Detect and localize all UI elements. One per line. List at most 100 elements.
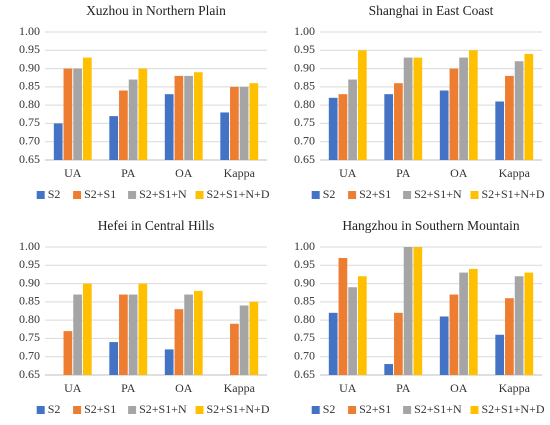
y-tick-label: 0.95	[19, 257, 40, 271]
legend-label: S2+S1	[84, 187, 116, 201]
bar	[138, 283, 148, 375]
legend-swatch	[36, 191, 45, 199]
y-tick-label: 0.75	[19, 330, 40, 344]
bar	[53, 123, 63, 160]
y-tick-label: 1.00	[19, 24, 40, 38]
legend-label: S2+S1+N	[139, 187, 187, 201]
y-tick-label: 0.65	[19, 152, 40, 166]
bar	[524, 53, 534, 160]
bar	[495, 101, 505, 160]
legend-swatch	[73, 406, 82, 414]
bar	[230, 323, 239, 375]
bar	[128, 79, 138, 160]
bar	[164, 94, 174, 160]
y-tick-label: 0.95	[294, 257, 315, 271]
legend-label: S2+S1+N	[414, 402, 462, 416]
legend-swatch	[128, 406, 137, 414]
x-tick-label: OA	[175, 166, 193, 180]
bar	[348, 79, 357, 160]
y-tick-label: 1.00	[294, 24, 315, 38]
bar	[138, 68, 148, 160]
bar	[338, 94, 348, 160]
legend-swatch	[311, 191, 320, 199]
bar	[505, 298, 514, 375]
y-tick-label: 0.80	[294, 97, 315, 111]
x-tick-label: UA	[339, 381, 357, 395]
x-tick-label: PA	[121, 381, 136, 395]
bar	[413, 57, 423, 160]
bar	[119, 90, 128, 160]
chart-title: Hangzhou in Southern Mountain	[342, 218, 520, 233]
bar	[328, 97, 338, 160]
y-tick-label: 0.90	[294, 60, 315, 74]
bar	[239, 86, 249, 160]
bar	[109, 116, 119, 160]
bar	[514, 276, 524, 375]
legend-swatch	[403, 191, 412, 199]
chart-title: Xuzhou in Northern Plain	[86, 3, 226, 18]
bar	[403, 247, 413, 375]
bar	[468, 50, 478, 160]
bar	[394, 312, 403, 375]
bar	[128, 294, 138, 375]
legend-swatch	[195, 191, 204, 199]
bar	[394, 83, 403, 160]
bar	[73, 68, 82, 160]
y-tick-label: 0.90	[19, 60, 40, 74]
y-tick-label: 0.90	[294, 275, 315, 289]
y-tick-label: 0.80	[19, 312, 40, 326]
legend-label: S2	[48, 187, 61, 201]
y-tick-label: 0.65	[294, 367, 315, 381]
y-tick-label: 0.65	[294, 152, 315, 166]
bar	[384, 94, 394, 160]
bar	[439, 90, 449, 160]
x-tick-label: Kappa	[499, 166, 531, 180]
bar	[249, 83, 259, 160]
legend-label: S2	[323, 187, 336, 201]
bar	[63, 68, 73, 160]
bar	[184, 75, 193, 160]
x-tick-label: OA	[175, 381, 193, 395]
bar	[193, 72, 203, 160]
legend-label: S2+S1+N+D	[482, 402, 545, 416]
legend-label: S2+S1+N+D	[482, 187, 545, 201]
bar	[82, 283, 92, 375]
y-tick-label: 0.75	[19, 115, 40, 129]
y-tick-label: 0.65	[19, 367, 40, 381]
x-tick-label: Kappa	[224, 166, 256, 180]
legend-swatch	[195, 406, 204, 414]
bar	[439, 316, 449, 375]
x-tick-label: UA	[339, 166, 357, 180]
legend-swatch	[348, 191, 357, 199]
legend-swatch	[403, 406, 412, 414]
y-tick-label: 0.70	[294, 133, 315, 147]
bar	[384, 364, 394, 375]
x-tick-label: Kappa	[224, 381, 256, 395]
x-tick-label: OA	[450, 381, 468, 395]
chart-title: Shanghai in East Coast	[369, 3, 494, 18]
bar	[449, 68, 459, 160]
x-tick-label: Kappa	[499, 381, 531, 395]
legend-swatch	[311, 406, 320, 414]
y-tick-label: 0.75	[294, 115, 315, 129]
bar	[338, 257, 348, 375]
y-tick-label: 1.00	[294, 239, 315, 253]
y-tick-label: 0.85	[294, 79, 315, 93]
x-tick-label: PA	[121, 166, 136, 180]
x-tick-label: PA	[396, 166, 411, 180]
legend-label: S2+S1	[359, 402, 391, 416]
bar	[459, 272, 468, 375]
legend-label: S2+S1	[84, 402, 116, 416]
legend-label: S2	[323, 402, 336, 416]
bar	[459, 57, 468, 160]
bar	[239, 305, 249, 375]
bar	[63, 331, 73, 375]
y-tick-label: 0.75	[294, 330, 315, 344]
bar	[184, 294, 193, 375]
legend-label: S2+S1+N+D	[207, 187, 270, 201]
legend-label: S2+S1+N	[414, 187, 462, 201]
x-tick-label: PA	[396, 381, 411, 395]
bar	[230, 86, 239, 160]
legend-swatch	[36, 406, 45, 414]
